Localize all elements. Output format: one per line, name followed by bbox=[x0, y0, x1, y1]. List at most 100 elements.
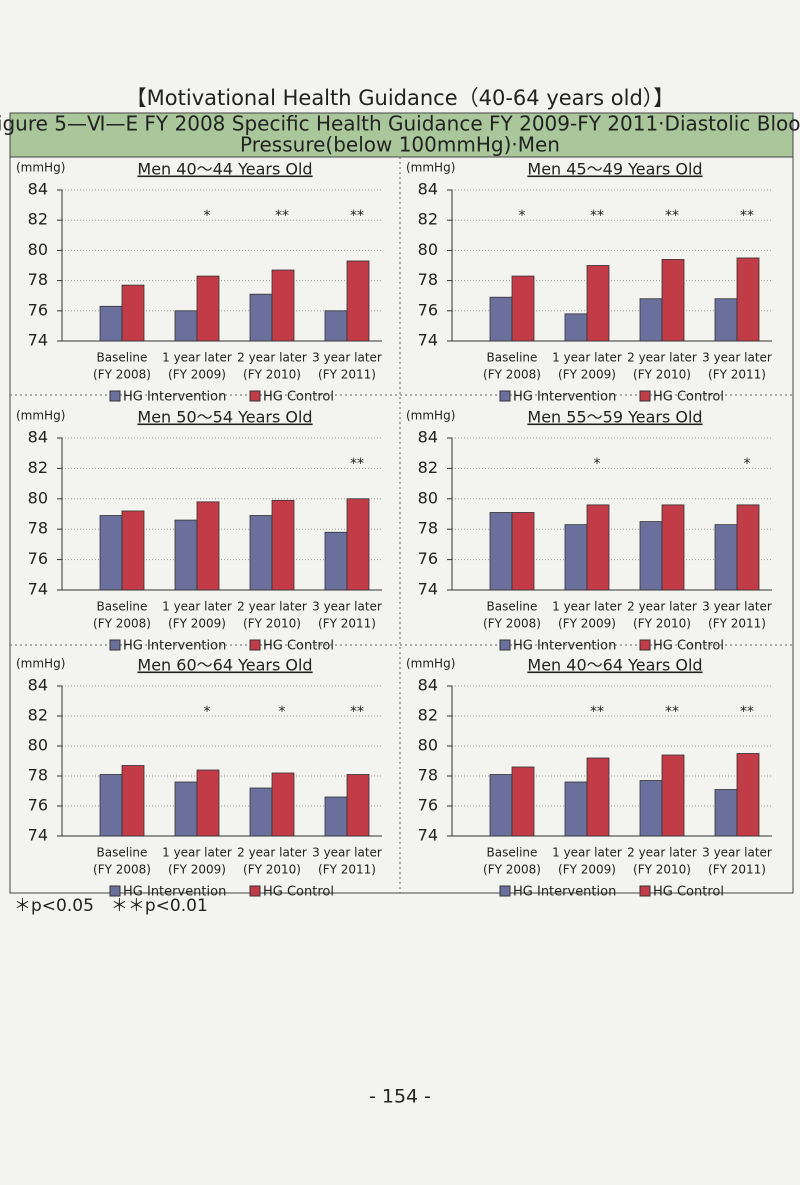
legend-swatch bbox=[639, 639, 651, 651]
legend-swatch bbox=[249, 885, 261, 897]
x-tick-label: Baseline bbox=[97, 351, 148, 365]
y-unit: (mmHg) bbox=[16, 409, 65, 423]
bar bbox=[489, 774, 513, 837]
bar bbox=[196, 501, 220, 591]
y-tick-label: 78 bbox=[418, 519, 438, 538]
bar bbox=[714, 789, 738, 837]
y-tick-label: 82 bbox=[28, 210, 48, 229]
legend-label: HG Control bbox=[263, 639, 334, 654]
significance-mark: * bbox=[279, 704, 286, 720]
x-tick-sublabel: (FY 2010) bbox=[243, 617, 301, 631]
legend-label: HG Intervention bbox=[123, 639, 226, 654]
x-tick-sublabel: (FY 2009) bbox=[168, 863, 226, 877]
y-tick-label: 76 bbox=[418, 300, 438, 319]
bar bbox=[564, 781, 588, 837]
bar bbox=[714, 524, 738, 591]
x-tick-sublabel: (FY 2009) bbox=[558, 368, 616, 382]
bar bbox=[564, 524, 588, 591]
y-unit: (mmHg) bbox=[406, 657, 455, 671]
significance-mark: ** bbox=[740, 704, 754, 720]
caption-box bbox=[9, 112, 794, 158]
x-tick-label: 1 year later bbox=[552, 351, 622, 365]
bar bbox=[564, 313, 588, 342]
legend-swatch bbox=[109, 390, 121, 402]
legend-label: HG Intervention bbox=[123, 885, 226, 900]
y-tick-label: 82 bbox=[418, 458, 438, 477]
y-tick-label: 78 bbox=[28, 766, 48, 785]
y-tick-label: 76 bbox=[28, 796, 48, 815]
y-tick-label: 76 bbox=[418, 549, 438, 568]
y-tick-label: 84 bbox=[418, 428, 438, 447]
legend-swatch bbox=[639, 390, 651, 402]
x-tick-label: 2 year later bbox=[237, 600, 307, 614]
bar bbox=[586, 504, 610, 591]
significance-mark: ** bbox=[665, 208, 679, 224]
x-tick-sublabel: (FY 2009) bbox=[168, 617, 226, 631]
footnote: ＊p<0.05 ＊＊p<0.01 bbox=[14, 896, 208, 916]
x-tick-sublabel: (FY 2008) bbox=[483, 617, 541, 631]
chart-title: Men 45～49 Years Old bbox=[527, 160, 702, 179]
x-tick-label: 1 year later bbox=[552, 600, 622, 614]
y-tick-label: 84 bbox=[28, 180, 48, 199]
x-tick-label: 1 year later bbox=[552, 846, 622, 860]
x-tick-sublabel: (FY 2010) bbox=[633, 617, 691, 631]
legend-label: HG Intervention bbox=[513, 885, 616, 900]
x-tick-label: 3 year later bbox=[702, 846, 772, 860]
x-tick-label: 3 year later bbox=[312, 351, 382, 365]
x-tick-sublabel: (FY 2009) bbox=[558, 617, 616, 631]
legend-label: HG Intervention bbox=[513, 639, 616, 654]
chart-title: Men 60～64 Years Old bbox=[137, 656, 312, 675]
x-tick-sublabel: (FY 2011) bbox=[708, 617, 766, 631]
x-tick-label: 1 year later bbox=[162, 846, 232, 860]
y-tick-label: 74 bbox=[28, 331, 48, 350]
bar bbox=[346, 260, 370, 342]
bar bbox=[249, 293, 273, 342]
y-unit: (mmHg) bbox=[406, 409, 455, 423]
page-number: - 154 - bbox=[369, 1086, 431, 1108]
x-tick-sublabel: (FY 2011) bbox=[708, 863, 766, 877]
legend-swatch bbox=[499, 885, 511, 897]
page-title: 【Motivational Health Guidance（40-64 year… bbox=[126, 86, 675, 110]
y-unit: (mmHg) bbox=[16, 161, 65, 175]
x-tick-sublabel: (FY 2008) bbox=[93, 617, 151, 631]
significance-mark: * bbox=[744, 456, 751, 472]
caption: Figure 5—Ⅵ—E FY 2008 Specific Health Gui… bbox=[0, 112, 800, 136]
x-tick-label: 2 year later bbox=[627, 846, 697, 860]
chart-title: Men 55～59 Years Old bbox=[527, 408, 702, 427]
bar bbox=[99, 305, 123, 342]
y-tick-label: 78 bbox=[28, 270, 48, 289]
x-tick-label: 3 year later bbox=[702, 351, 772, 365]
x-tick-label: Baseline bbox=[97, 846, 148, 860]
significance-mark: * bbox=[204, 704, 211, 720]
legend-swatch bbox=[109, 639, 121, 651]
figure-frame bbox=[9, 156, 794, 894]
legend-label: HG Control bbox=[263, 885, 334, 900]
y-unit: (mmHg) bbox=[16, 657, 65, 671]
bar bbox=[489, 512, 513, 591]
bar bbox=[661, 754, 685, 837]
caption: Pressure(below 100mmHg)·Men bbox=[240, 133, 560, 157]
x-tick-sublabel: (FY 2008) bbox=[93, 368, 151, 382]
x-tick-label: Baseline bbox=[487, 351, 538, 365]
x-tick-sublabel: (FY 2011) bbox=[318, 368, 376, 382]
bar bbox=[736, 257, 760, 342]
bar bbox=[661, 504, 685, 591]
y-tick-label: 74 bbox=[28, 580, 48, 599]
y-tick-label: 82 bbox=[28, 458, 48, 477]
y-tick-label: 80 bbox=[28, 736, 48, 755]
x-tick-sublabel: (FY 2008) bbox=[483, 863, 541, 877]
significance-mark: ** bbox=[740, 208, 754, 224]
y-tick-label: 78 bbox=[418, 270, 438, 289]
bar bbox=[736, 504, 760, 591]
bar bbox=[324, 310, 348, 342]
y-tick-label: 74 bbox=[418, 580, 438, 599]
significance-mark: * bbox=[594, 456, 601, 472]
y-tick-label: 76 bbox=[28, 300, 48, 319]
legend-label: HG Control bbox=[263, 390, 334, 405]
significance-mark: ** bbox=[350, 456, 364, 472]
y-tick-label: 80 bbox=[28, 488, 48, 507]
bar bbox=[639, 521, 663, 591]
y-tick-label: 80 bbox=[28, 240, 48, 259]
legend-swatch bbox=[499, 390, 511, 402]
